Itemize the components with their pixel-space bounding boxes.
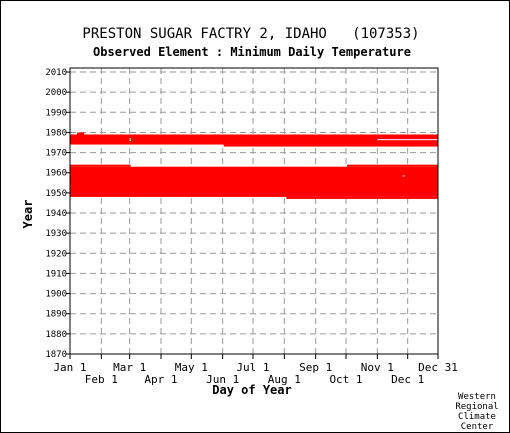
plot-area <box>69 67 439 355</box>
x-tick-label: Nov 1 <box>361 361 394 374</box>
x-tick-label: May 1 <box>175 361 208 374</box>
y-tick-label: 1960 <box>45 169 67 179</box>
x-axis-label: Day of Year <box>212 383 291 397</box>
x-tick-label: Mar 1 <box>113 361 146 374</box>
data-segment <box>223 144 438 147</box>
data-gap <box>377 139 438 141</box>
data-segment <box>286 196 438 199</box>
x-tick-label: Jan 1 <box>53 361 86 374</box>
y-tick-label: 1900 <box>45 290 67 300</box>
y-axis: 1870 1880 1890 1900 1910 1920 1930 1940 1950 1960… <box>45 68 70 360</box>
x-tick-label: Aug 1 <box>268 373 301 386</box>
data-segment <box>70 134 438 145</box>
x-tick-label: Oct 1 <box>329 373 362 386</box>
y-tick-label: 2010 <box>45 68 67 78</box>
chart-subtitle: Observed Element : Minimum Daily Tempera… <box>93 45 411 59</box>
grid-lines <box>70 68 438 355</box>
data-segment <box>70 166 438 197</box>
y-tick-label: 1970 <box>45 149 67 159</box>
credit-line-1: Western <box>458 392 496 402</box>
y-tick-label: 1930 <box>45 229 67 239</box>
x-tick-label: Jun 1 <box>206 373 239 386</box>
y-tick-label: 1880 <box>45 330 67 340</box>
credit-line-3: Climate <box>458 412 496 422</box>
x-tick-label: Sep 1 <box>299 361 332 374</box>
x-tick-label: Dec 1 <box>391 373 424 386</box>
data-gap <box>402 175 405 177</box>
data-segment <box>70 164 131 167</box>
data-segment <box>77 132 85 135</box>
x-axis: Jan 1 Mar 1 May 1 Jul 1 Sep 1 Nov 1 Dec 31 Feb … <box>53 354 458 386</box>
y-tick-label: 2000 <box>45 88 67 98</box>
data-marks <box>70 132 438 199</box>
y-axis-label: Year <box>21 200 35 229</box>
data-segment <box>347 164 438 167</box>
y-tick-label: 1890 <box>45 310 67 320</box>
x-tick-label: Dec 31 <box>418 361 458 374</box>
y-tick-label: 1950 <box>45 189 67 199</box>
chart-title: PRESTON SUGAR FACTRY 2, IDAHO (107353) <box>82 26 419 42</box>
credit-line-2: Regional <box>455 402 498 412</box>
credit-line-4: Center <box>461 422 494 432</box>
y-tick-label: 1870 <box>45 350 67 360</box>
x-tick-label: Jul 1 <box>236 361 269 374</box>
y-tick-label: 1980 <box>45 128 67 138</box>
y-tick-label: 1940 <box>45 209 67 219</box>
x-tick-label: Feb 1 <box>85 373 118 386</box>
y-tick-label: 1920 <box>45 249 67 259</box>
x-tick-label: Apr 1 <box>144 373 177 386</box>
credit-block: Western Regional Climate Center <box>455 392 498 432</box>
y-tick-label: 1910 <box>45 269 67 279</box>
data-gap <box>129 137 131 142</box>
y-tick-label: 1990 <box>45 108 67 118</box>
